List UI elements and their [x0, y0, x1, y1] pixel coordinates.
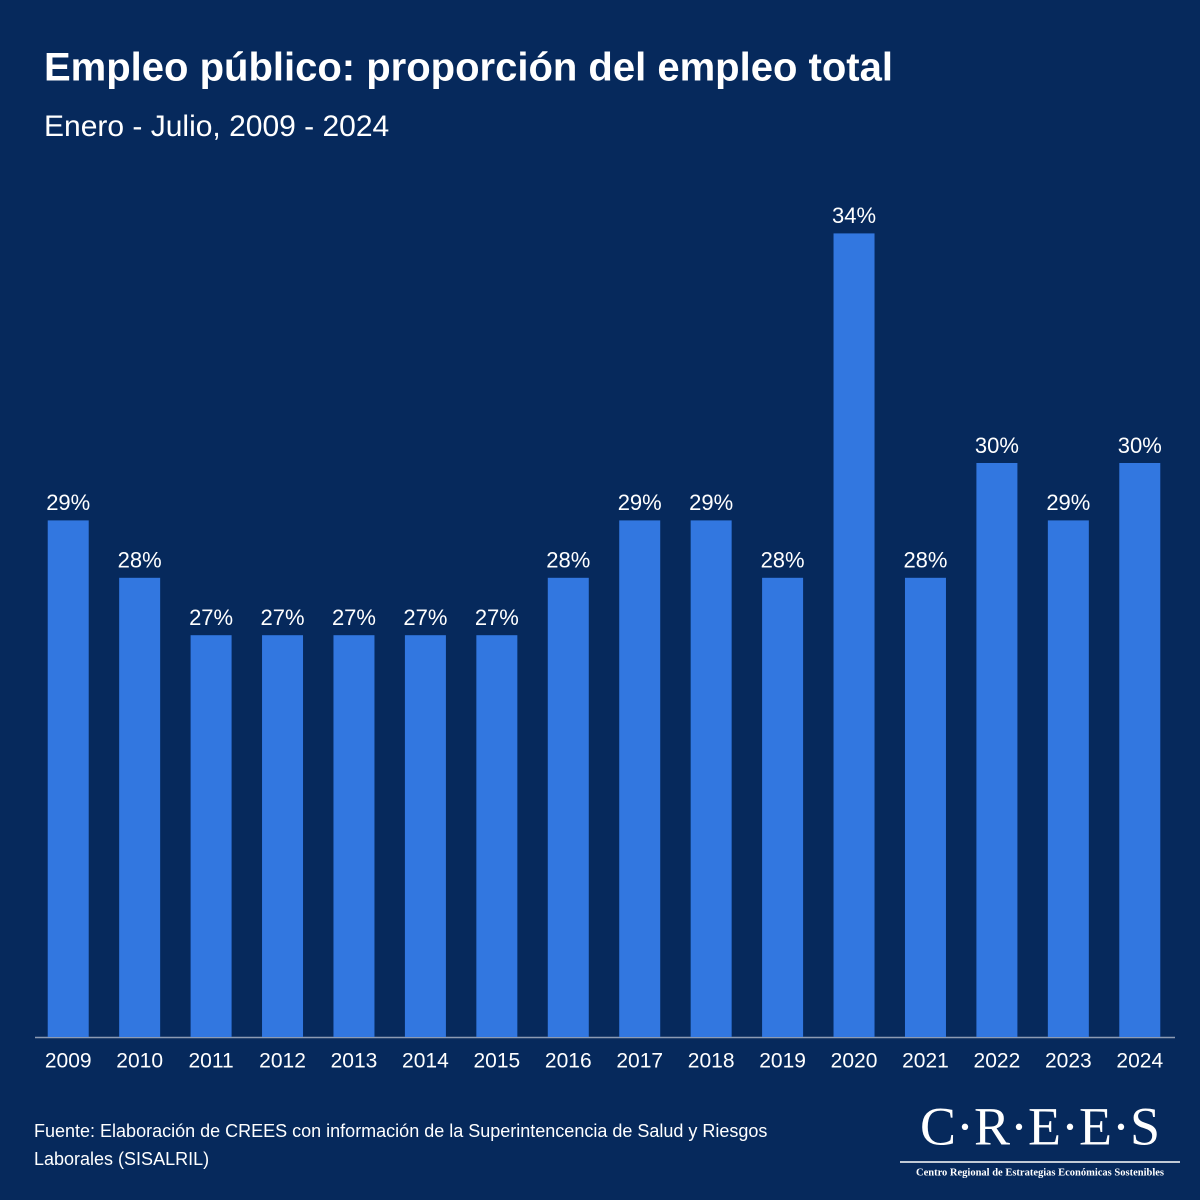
chart-title: Empleo público: proporción del empleo to… [44, 46, 893, 90]
x-tick-label: 2011 [189, 1050, 234, 1073]
x-tick-label: 2010 [116, 1050, 163, 1073]
value-label: 29% [689, 490, 733, 515]
x-tick-label: 2020 [831, 1050, 878, 1073]
value-label: 27% [332, 605, 376, 630]
value-label: 28% [903, 548, 947, 573]
value-label: 28% [546, 548, 590, 573]
x-tick-label: 2019 [759, 1050, 806, 1073]
x-tick-label: 2023 [1045, 1050, 1092, 1073]
logo-name: C·R·E·E·S [920, 1096, 1160, 1156]
x-tick-label: 2014 [402, 1050, 449, 1073]
bar [762, 577, 804, 1037]
bar [833, 233, 875, 1037]
x-tick-label: 2022 [974, 1050, 1021, 1073]
value-label: 28% [761, 548, 805, 573]
x-tick-label: 2012 [259, 1050, 306, 1073]
value-label: 30% [975, 433, 1019, 458]
value-label: 27% [403, 605, 447, 630]
value-label: 34% [832, 203, 876, 228]
bar [1119, 463, 1161, 1037]
source-line: Laborales (SISALRIL) [34, 1149, 209, 1169]
bar [262, 635, 304, 1037]
x-tick-label: 2018 [688, 1050, 735, 1073]
bar [333, 635, 375, 1037]
logo-tagline: Centro Regional de Estrategias Económica… [916, 1167, 1164, 1178]
x-tick-label: 2009 [45, 1050, 92, 1073]
bar [1047, 520, 1089, 1037]
value-label: 28% [118, 548, 162, 573]
source-line: Fuente: Elaboración de CREES con informa… [34, 1121, 767, 1141]
bar [190, 635, 232, 1037]
x-tick-label: 2021 [902, 1050, 949, 1073]
chart-subtitle: Enero - Julio, 2009 - 2024 [44, 110, 389, 143]
value-label: 27% [475, 605, 519, 630]
bar [476, 635, 518, 1037]
bar [47, 520, 89, 1037]
x-tick-label: 2015 [473, 1050, 520, 1073]
x-tick-label: 2024 [1116, 1050, 1163, 1073]
bar [619, 520, 661, 1037]
value-label: 29% [1046, 490, 1090, 515]
bar [690, 520, 732, 1037]
value-label: 29% [618, 490, 662, 515]
bar [119, 577, 161, 1037]
bar [976, 463, 1018, 1037]
value-label: 29% [46, 490, 90, 515]
x-tick-label: 2016 [545, 1050, 592, 1073]
bar [404, 635, 446, 1037]
bar [904, 577, 946, 1037]
value-label: 27% [261, 605, 305, 630]
bar [547, 577, 589, 1037]
x-tick-label: 2017 [616, 1050, 663, 1073]
value-label: 30% [1118, 433, 1162, 458]
x-tick-label: 2013 [331, 1050, 378, 1073]
value-label: 27% [189, 605, 233, 630]
